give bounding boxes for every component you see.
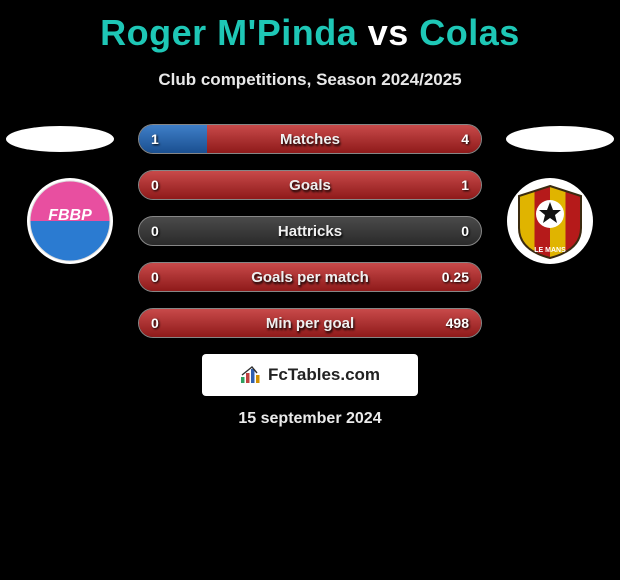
club2-crest-text: LE MANS (534, 247, 566, 254)
stat-label: Hattricks (278, 223, 342, 240)
stat-value-left: 0 (151, 171, 159, 199)
stat-label: Goals per match (251, 269, 369, 286)
stats-container: 1 4 Matches 0 1 Goals 0 0 Hattricks 0 0.25 Goals pe… (138, 124, 482, 354)
stat-fill-right (207, 125, 481, 153)
club2-crest: LE MANS (507, 178, 593, 264)
player2-photo-placeholder (506, 126, 614, 152)
player1-name: Roger M'Pinda (100, 12, 357, 53)
date-text: 15 september 2024 (0, 410, 620, 428)
stat-row: 0 498 Min per goal (138, 308, 482, 338)
player2-name: Colas (419, 12, 520, 53)
stat-value-left: 1 (151, 125, 159, 153)
subtitle: Club competitions, Season 2024/2025 (0, 70, 620, 90)
stat-row: 0 0.25 Goals per match (138, 262, 482, 292)
stat-value-left: 0 (151, 263, 159, 291)
stat-value-right: 498 (446, 309, 469, 337)
stat-row: 1 4 Matches (138, 124, 482, 154)
club1-crest: FBBP (27, 178, 113, 264)
player1-photo-placeholder (6, 126, 114, 152)
stat-value-left: 0 (151, 217, 159, 245)
club1-crest-svg: FBBP (29, 180, 111, 262)
stat-row: 0 1 Goals (138, 170, 482, 200)
stat-value-right: 1 (461, 171, 469, 199)
club1-crest-text: FBBP (48, 207, 92, 224)
stat-value-right: 0 (461, 217, 469, 245)
vs-text: vs (368, 12, 409, 53)
stat-label: Min per goal (266, 315, 354, 332)
stat-value-right: 0.25 (442, 263, 469, 291)
club2-crest-svg: LE MANS (509, 180, 591, 262)
bars-icon (240, 366, 262, 384)
stat-value-right: 4 (461, 125, 469, 153)
stat-fill-left (139, 125, 207, 153)
stat-row: 0 0 Hattricks (138, 216, 482, 246)
stat-label: Matches (280, 131, 340, 148)
brand-badge[interactable]: FcTables.com (202, 354, 418, 396)
brand-text: FcTables.com (268, 365, 380, 385)
stat-value-left: 0 (151, 309, 159, 337)
page-title: Roger M'Pinda vs Colas (0, 0, 620, 54)
stat-label: Goals (289, 177, 331, 194)
